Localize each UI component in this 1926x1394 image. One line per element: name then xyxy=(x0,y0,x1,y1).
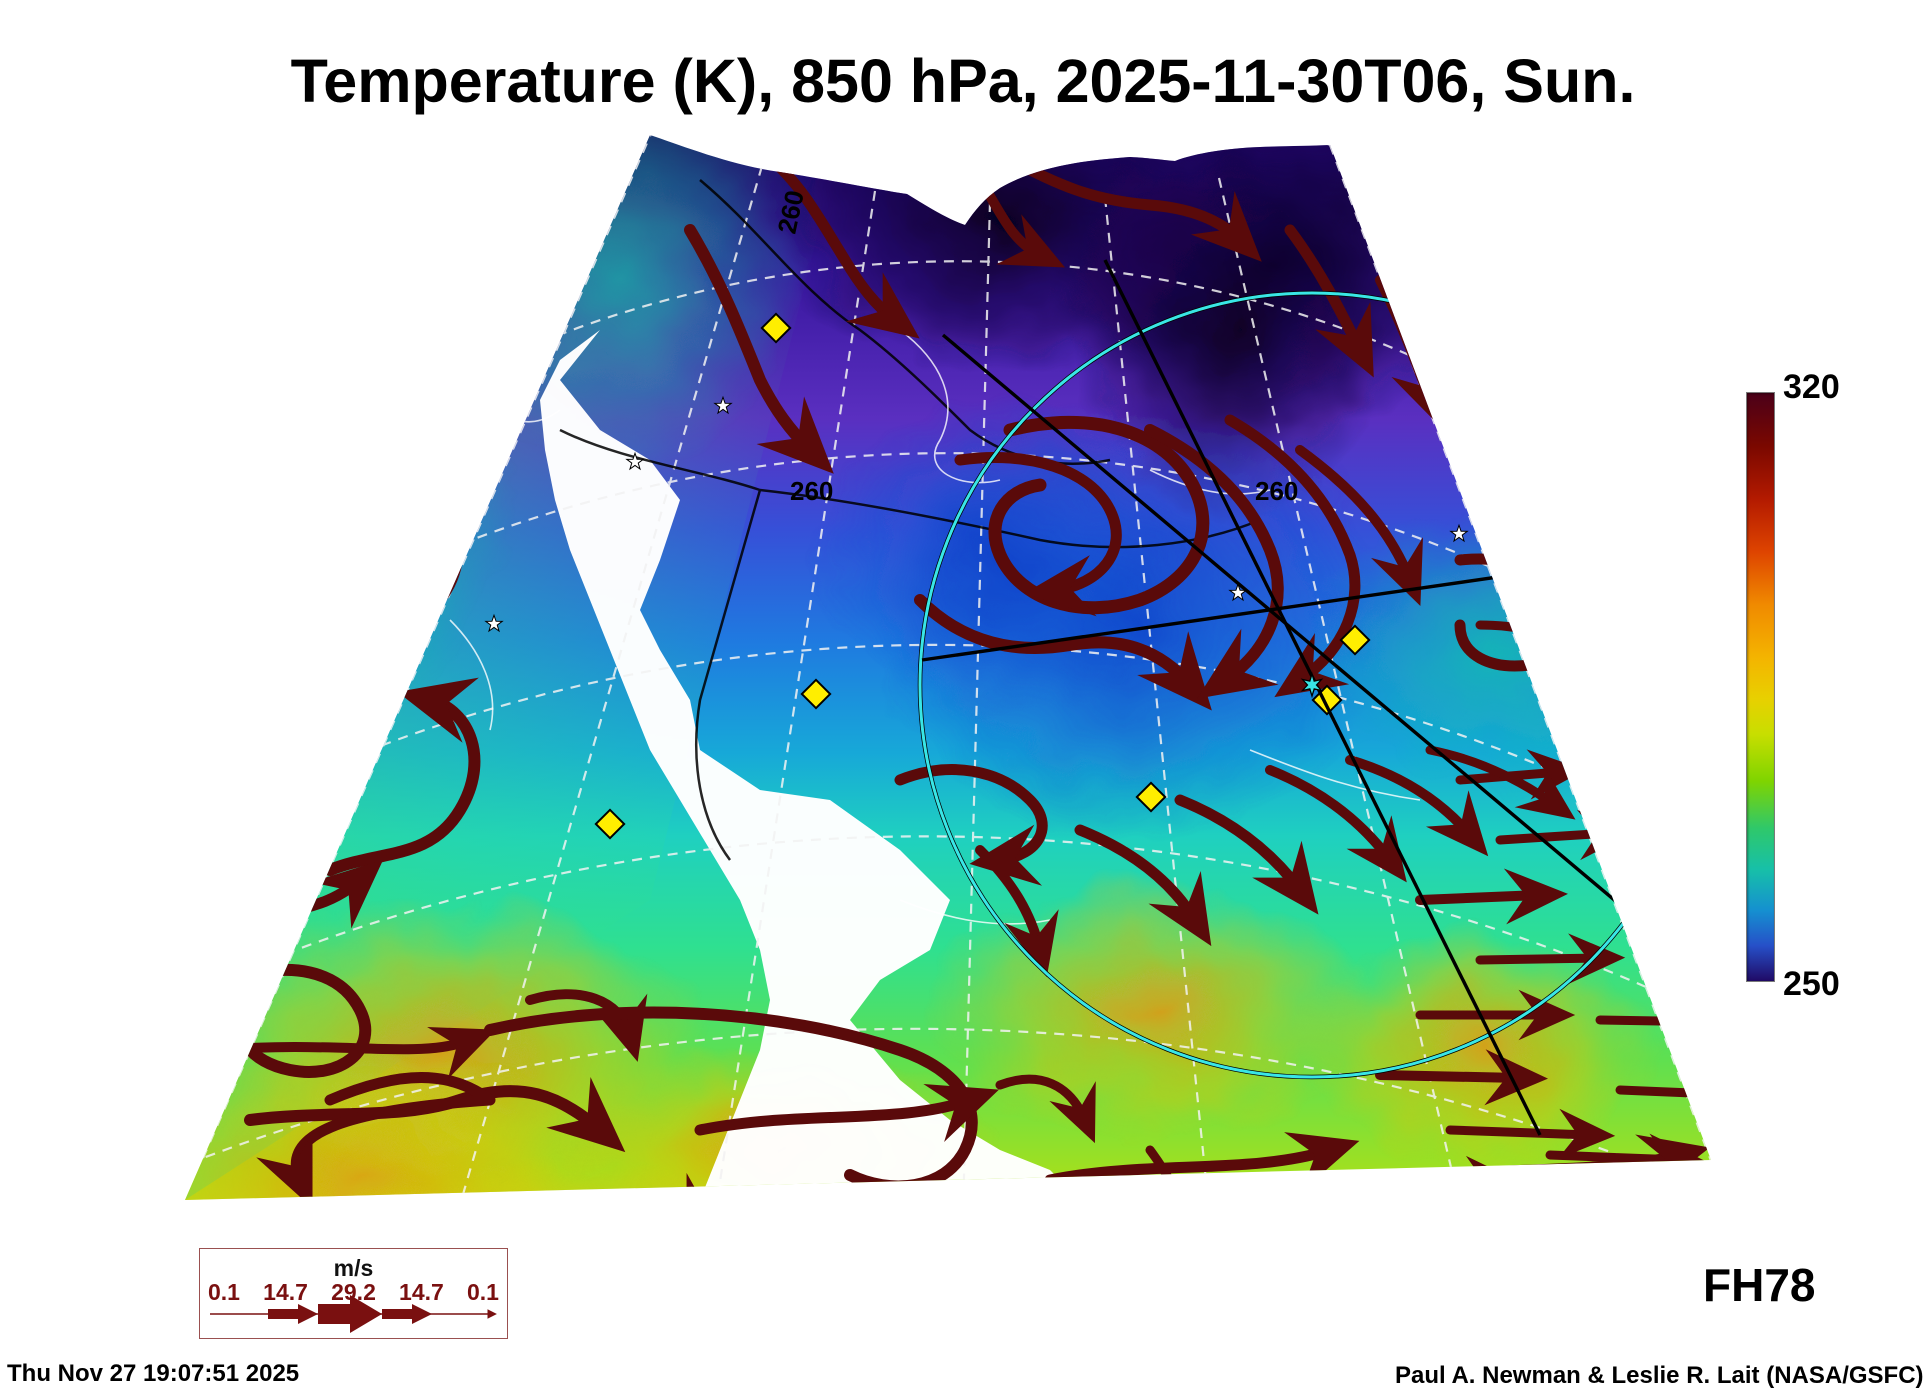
svg-text:260: 260 xyxy=(790,476,833,506)
svg-text:260: 260 xyxy=(1255,476,1298,506)
